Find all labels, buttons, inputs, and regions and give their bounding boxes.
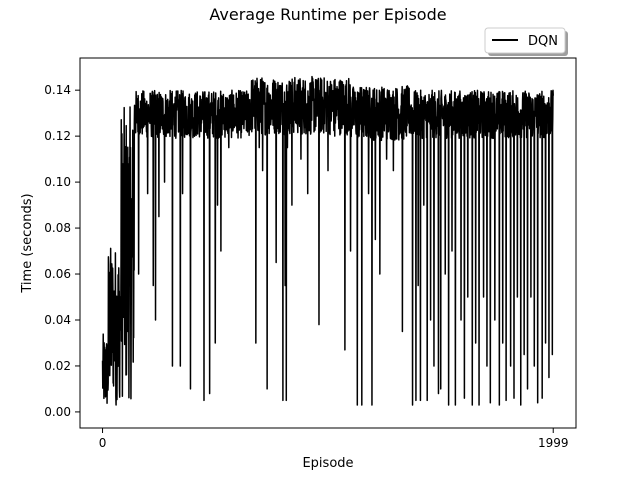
x-axis-label: Episode	[302, 456, 353, 471]
axes-frame	[79, 57, 577, 429]
x-axis: 0 1999	[99, 428, 569, 450]
legend-label-dqn: DQN	[528, 34, 558, 49]
y-tick-label: 0.10	[44, 175, 71, 189]
y-tick-label: 0.00	[44, 405, 71, 419]
series-line-dqn	[101, 75, 554, 406]
x-tick-label: 0	[99, 436, 107, 450]
y-tick-label: 0.04	[44, 313, 71, 327]
plot-area	[79, 57, 577, 429]
y-tick-label: 0.12	[44, 129, 71, 143]
chart-title: Average Runtime per Episode	[209, 5, 446, 24]
y-tick-label: 0.06	[44, 267, 71, 281]
x-tick-label: 1999	[538, 436, 569, 450]
legend-box	[484, 27, 566, 54]
y-tick-label: 0.14	[44, 83, 71, 97]
legend: DQN	[484, 27, 568, 56]
y-tick-label: 0.02	[44, 359, 71, 373]
y-axis-label: Time (seconds)	[20, 193, 35, 293]
series-dqn	[101, 75, 554, 406]
y-tick-label: 0.08	[44, 221, 71, 235]
y-axis: 0.00 0.02 0.04 0.06 0.08 0.10 0.12 0.14	[44, 83, 80, 419]
